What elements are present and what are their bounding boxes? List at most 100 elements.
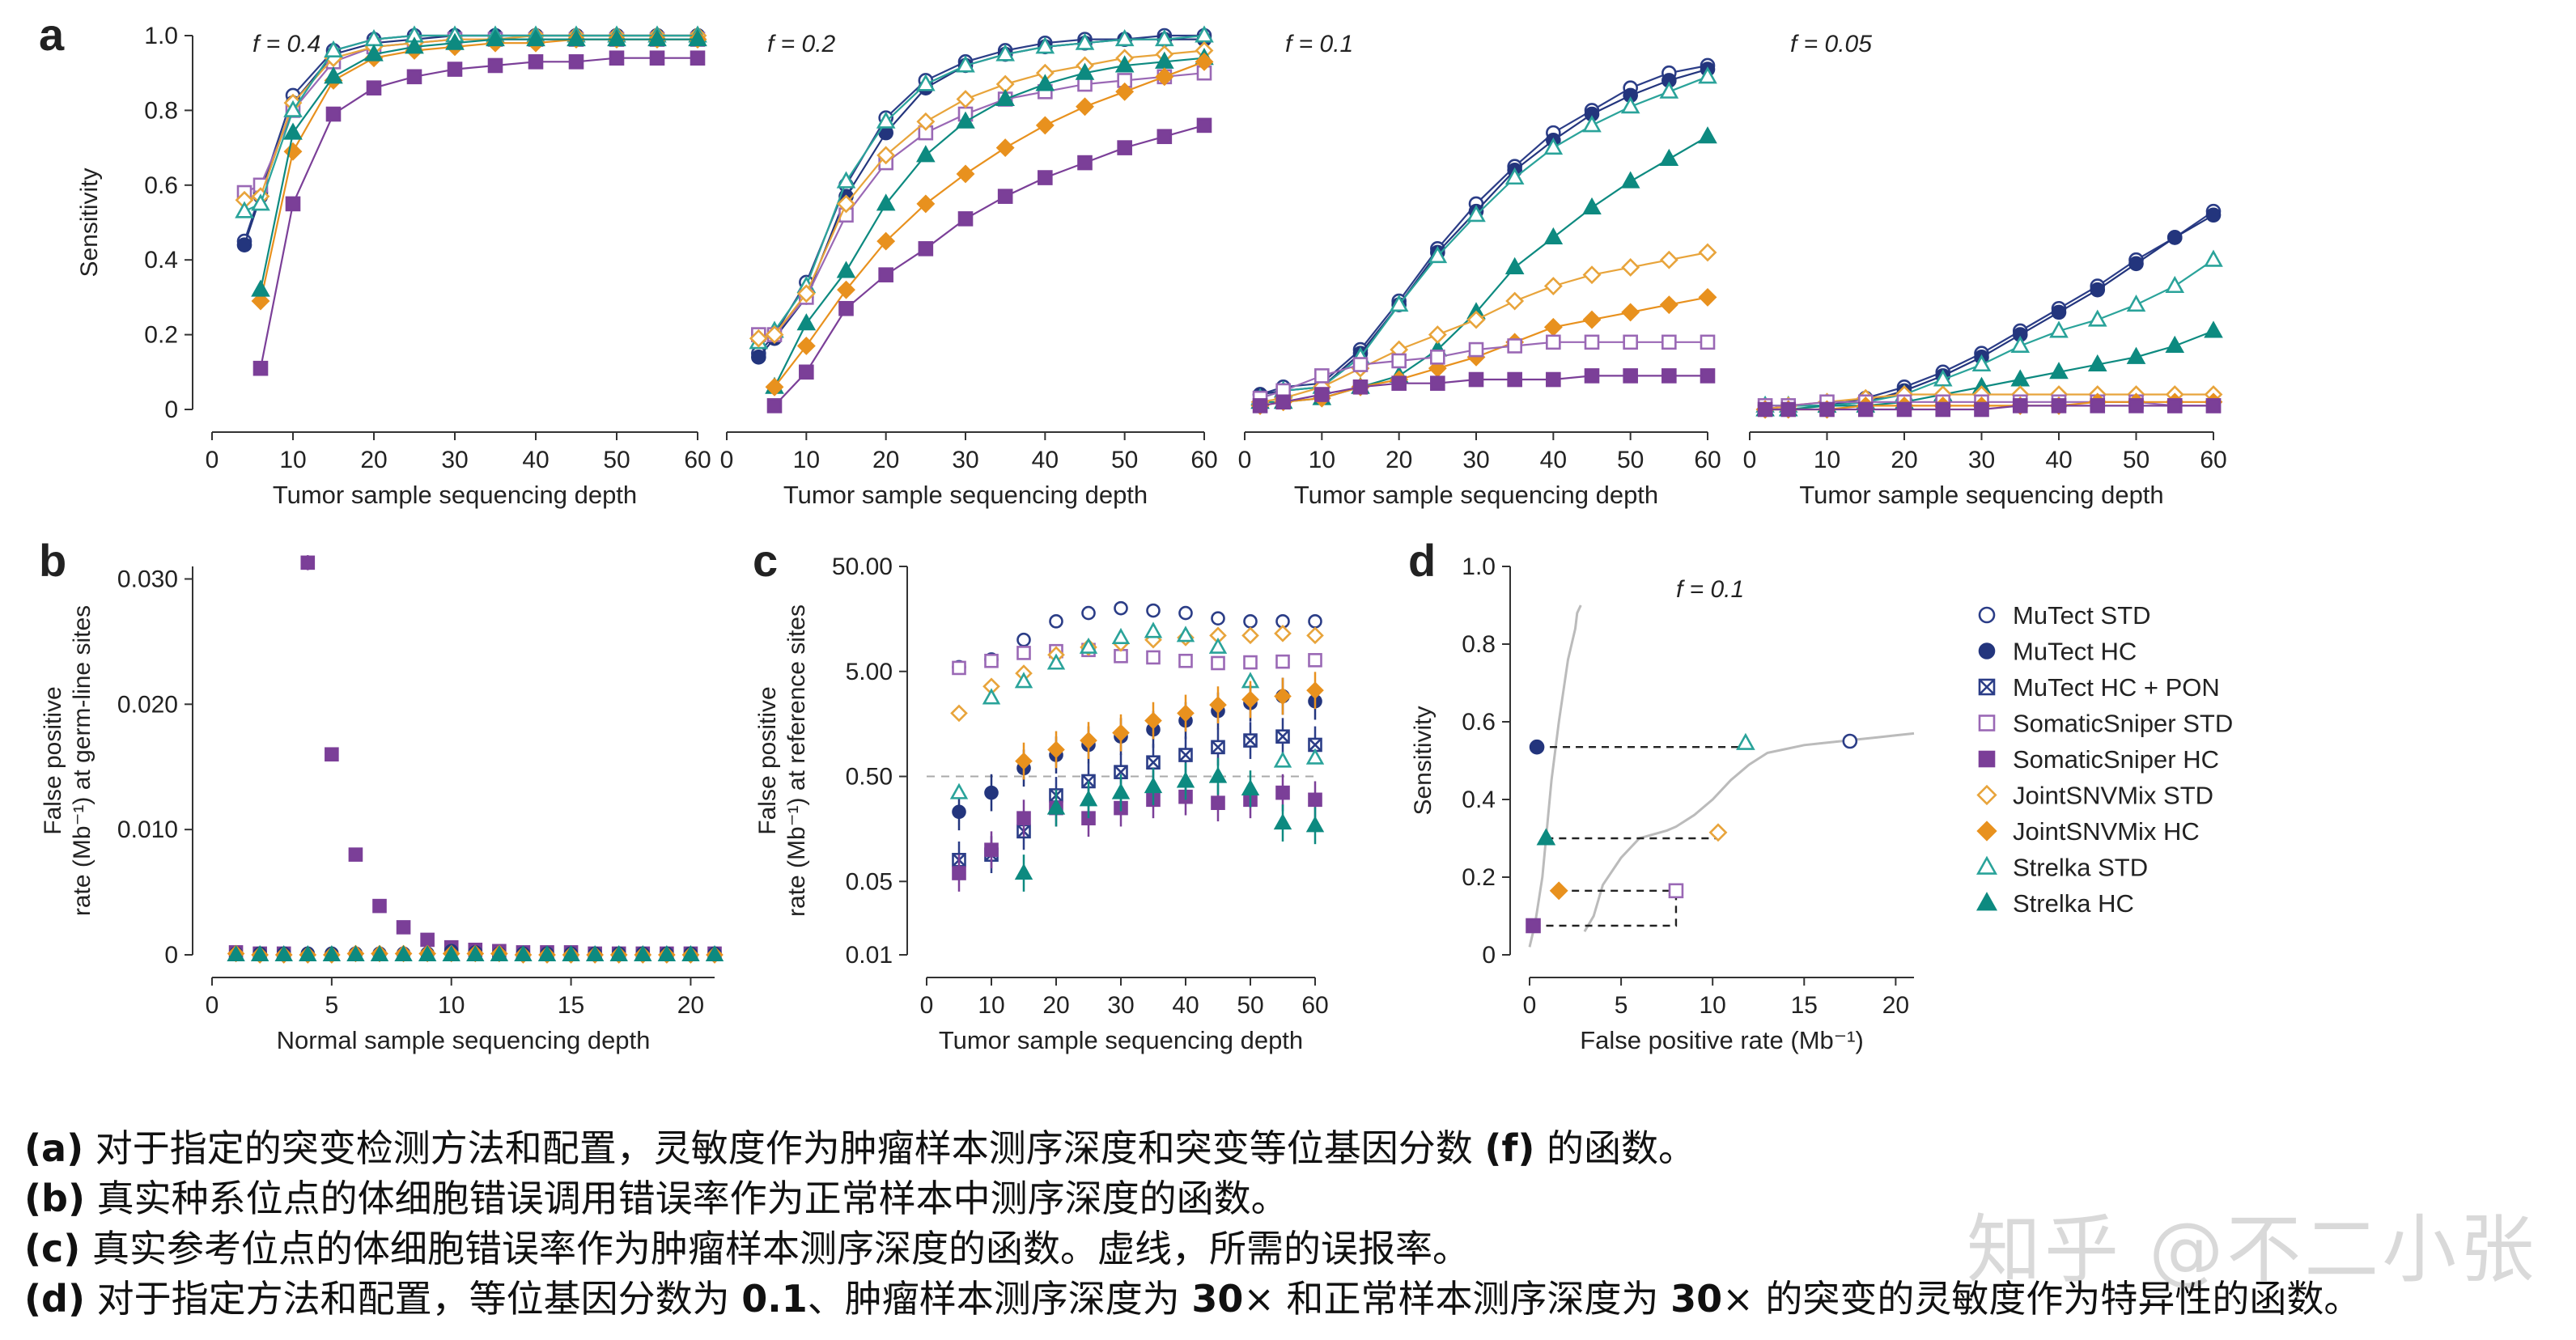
caption-c: (c) 真实参考位点的体细胞错误率作为肿瘤样本测序深度的函数。虚线，所需的误报率… [24,1223,2549,1274]
panel-annotation: f = 0.2 [767,31,836,57]
data-point [1079,790,1098,807]
panel-annotation: f = 0.4 [253,31,320,57]
data-point [956,90,975,108]
panel-a3: 0 10 20 30 40 50 60 Tumor sample sequencing dep… [1238,31,1721,509]
data-point [1549,881,1568,901]
series-mutect-std [952,600,1322,675]
data-point [1466,205,1486,223]
data-point [1430,375,1445,391]
data-point [1144,621,1163,638]
data-point [2087,354,2107,372]
data-point [1208,766,1228,783]
legend-label: JointSNVMix STD [2013,782,2213,810]
caption-b: (b) 真实种系位点的体细胞错误调用错误率作为正常样本中测序深度的函数。 [24,1173,2549,1223]
data-point [1114,28,1135,47]
data-point [236,237,253,253]
data-point [1195,52,1214,71]
y-tick-label: 0 [164,396,178,423]
data-point [1661,334,1677,350]
data-point [300,555,316,570]
series-jointsnvmix-hc [765,52,1214,396]
y-tick-label: 5.00 [846,659,893,685]
series-line [758,34,1205,343]
caption-a-tag: (a) [24,1126,84,1170]
data-point [1505,291,1525,311]
x-tick-label: 40 [522,447,549,473]
data-point [984,785,999,800]
legend-item: JointSNVMix STD [1976,782,2213,810]
x-tick-label: 10 [1700,992,1726,1019]
caption-a-text2: 的函数。 [1534,1126,1696,1170]
data-point [2012,398,2028,413]
caption-block: (a) 对于指定的突变检测方法和配置，灵敏度作为肿瘤样本测序深度和突变等位基因分… [24,1123,2549,1324]
legend-item: SomaticSniper HC [1978,745,2219,774]
data-point [251,291,270,311]
caption-b-text: 真实种系位点的体细胞错误调用错误率作为正常样本中测序深度的函数。 [84,1177,1288,1220]
data-point [1211,740,1225,755]
data-point [396,920,411,935]
x-tick-label: 50 [2123,447,2149,473]
series-strelka-std [982,621,1260,705]
data-point [2090,282,2106,298]
x-tick-label: 10 [279,447,306,473]
data-point [1209,696,1227,714]
data-point [1582,310,1602,329]
data-point [2205,398,2222,413]
x-tick-label: 5 [325,992,339,1019]
data-point [567,28,586,47]
data-point [916,112,936,131]
x-tick-label: 20 [1882,992,1909,1019]
data-point [537,944,557,962]
data-point [952,660,966,676]
data-point [1114,55,1135,73]
y-tick-label: 0.2 [1462,864,1496,891]
series-jointsnvmix-std [950,624,1324,723]
x-tick-label: 0 [720,447,734,473]
x-tick-label: 60 [1694,447,1721,473]
data-point [997,189,1013,204]
data-point [1035,36,1055,54]
series-jointsnvmix-std [1250,243,1717,412]
data-point [1115,82,1135,101]
data-point [837,194,855,214]
data-point [995,88,1015,107]
y-tick-label: 0.020 [117,691,178,718]
data-point [1620,96,1640,114]
data-point [836,261,856,278]
data-point [690,50,706,66]
data-point [1546,334,1561,350]
legend-item: MuTect HC [1978,638,2137,666]
data-point-cross [1146,755,1161,770]
series-line [259,38,698,290]
data-point-cross [1211,740,1225,754]
series-line [1765,210,2214,407]
data-point [607,28,626,47]
data-point [487,57,503,74]
legend-label: MuTect HC + PON [2013,673,2220,702]
x-tick-label: 20 [872,447,899,473]
data-point [1582,265,1602,285]
data-point [1275,394,1291,410]
series-strelka-std [1755,249,2223,413]
data-point [1243,733,1258,748]
x-tick-label: 0 [206,447,219,473]
data-point [916,74,936,91]
caption-c-text: 真实参考位点的体细胞错误率作为肿瘤样本测序深度的函数。虚线，所需的误报率。 [80,1227,1470,1270]
data-point [1274,624,1292,642]
data-point [1196,117,1212,134]
data-point [274,944,293,962]
y-axis-label: False positive [40,686,66,834]
x-tick-label: 60 [1190,447,1217,473]
legend-item: Strelka HC [1975,889,2134,918]
legend-label: SomaticSniper STD [2013,710,2233,738]
data-point [950,704,968,723]
data-point [1582,115,1602,133]
data-point [1314,387,1330,402]
data-point [1035,116,1055,135]
data-point [1243,614,1258,629]
data-point [1155,67,1174,87]
data-point [2126,346,2146,364]
data-point [324,66,343,84]
data-point [364,44,384,61]
caption-a-bold: (f) [1484,1126,1535,1170]
